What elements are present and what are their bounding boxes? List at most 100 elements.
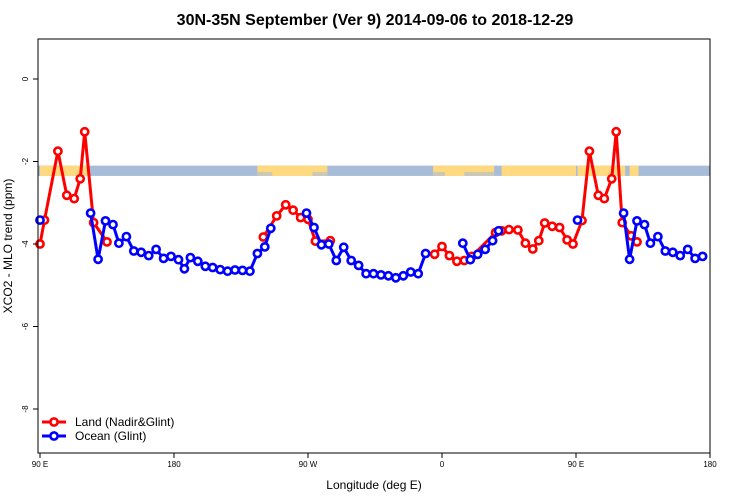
data-point-land <box>53 146 63 157</box>
data-point-ocean <box>618 208 629 218</box>
data-point-ocean <box>323 239 334 249</box>
data-point-land <box>437 241 447 252</box>
data-point-ocean <box>632 215 642 226</box>
data-point-ocean <box>682 244 693 255</box>
data-point-ocean <box>200 261 211 272</box>
y-tick-label: 0 <box>21 76 30 81</box>
x-axis: 90 E 180 90 W 0 90 E 180 <box>32 453 717 469</box>
data-point-ocean <box>237 265 248 276</box>
data-point-ocean <box>301 208 312 218</box>
data-point-ocean <box>108 219 118 230</box>
data-point-ocean <box>252 248 263 259</box>
mask-band-land <box>629 165 639 176</box>
data-point-ocean <box>338 242 349 253</box>
x-tick-label: 180 <box>703 460 717 469</box>
data-point-ocean <box>93 254 103 265</box>
data-point-ocean <box>572 215 583 225</box>
mask-band-ocean <box>38 165 710 176</box>
data-point-land <box>520 238 531 249</box>
data-point-land <box>568 239 578 249</box>
x-tick-label: 90 W <box>299 460 318 469</box>
data-point-ocean <box>368 268 379 279</box>
data-point-ocean <box>675 250 686 261</box>
y-tick-label: -4 <box>21 240 30 248</box>
data-point-ocean <box>487 235 498 246</box>
data-point-ocean <box>667 247 678 258</box>
data-point-ocean <box>179 263 190 274</box>
mask-band-edge <box>433 171 445 176</box>
data-point-land <box>504 224 514 235</box>
legend-marker-ocean <box>49 431 59 441</box>
data-point-land <box>79 126 90 137</box>
data-point-ocean <box>85 208 96 218</box>
data-point-ocean <box>121 231 132 242</box>
data-point-ocean <box>480 244 491 255</box>
x-axis-label: Longitude (deg E) <box>326 478 421 492</box>
x-tick-label: 90 E <box>32 460 48 469</box>
data-point-ocean <box>472 249 483 260</box>
data-point-ocean <box>151 244 161 255</box>
data-point-ocean <box>158 253 169 264</box>
data-point-ocean <box>215 264 226 275</box>
data-point-land <box>280 199 291 210</box>
data-point-land <box>584 146 595 157</box>
data-point-land <box>271 210 282 221</box>
data-point-land <box>75 173 86 184</box>
data-point-ocean <box>624 254 635 265</box>
data-point-land <box>429 249 440 260</box>
mask-band-land <box>433 165 495 176</box>
x-tick-label: 0 <box>440 460 445 469</box>
data-point-ocean <box>173 254 184 265</box>
data-point-land <box>513 225 523 235</box>
data-point-ocean <box>143 250 154 261</box>
data-point-ocean <box>331 255 342 266</box>
data-point-land <box>69 193 80 204</box>
data-point-ocean <box>207 262 218 273</box>
y-axis: 0 -2 -4 -6 -8 <box>21 76 38 413</box>
data-point-ocean <box>244 266 255 277</box>
data-point-land <box>606 173 617 184</box>
data-point-ocean <box>166 251 176 262</box>
y-tick-label: -2 <box>21 157 30 165</box>
data-point-land <box>288 205 298 216</box>
data-point-ocean <box>639 219 650 230</box>
x-tick-label: 90 E <box>568 460 584 469</box>
x-tick-label: 180 <box>167 460 181 469</box>
data-point-ocean <box>35 215 45 225</box>
legend-marker-land <box>49 417 59 427</box>
data-point-land <box>599 193 610 204</box>
data-point-land <box>533 235 544 246</box>
data-point-ocean <box>136 247 147 258</box>
data-point-land <box>451 256 462 267</box>
chart-title: 30N-35N September (Ver 9) 2014-09-06 to … <box>177 12 574 29</box>
data-point-ocean <box>465 254 476 265</box>
series-layer <box>35 126 708 283</box>
mask-band-edge <box>257 171 273 176</box>
data-point-land <box>102 236 112 247</box>
data-point-ocean <box>114 238 124 249</box>
data-point-land <box>444 250 455 261</box>
data-point-ocean <box>316 239 327 250</box>
data-point-ocean <box>420 248 431 259</box>
data-point-land <box>539 218 550 228</box>
legend-label-land: Land (Nadir&Glint) <box>75 415 174 429</box>
data-point-ocean <box>230 265 240 275</box>
legend: Land (Nadir&Glint)Ocean (Glint) <box>42 415 174 443</box>
data-point-ocean <box>690 253 700 264</box>
series-line-land <box>38 130 109 245</box>
legend-label-ocean: Ocean (Glint) <box>75 429 146 443</box>
data-point-ocean <box>383 270 394 281</box>
data-point-ocean <box>100 215 111 226</box>
data-point-ocean <box>390 272 401 283</box>
y-tick-label: -8 <box>21 405 30 413</box>
mask-band-land <box>501 165 576 176</box>
data-point-ocean <box>398 270 409 281</box>
data-point-land <box>547 221 558 232</box>
data-point-ocean <box>457 238 468 249</box>
data-point-ocean <box>346 255 357 266</box>
data-point-ocean <box>493 225 504 236</box>
mask-band-land <box>577 165 626 176</box>
data-point-land <box>611 126 622 137</box>
data-point-ocean <box>259 241 270 252</box>
